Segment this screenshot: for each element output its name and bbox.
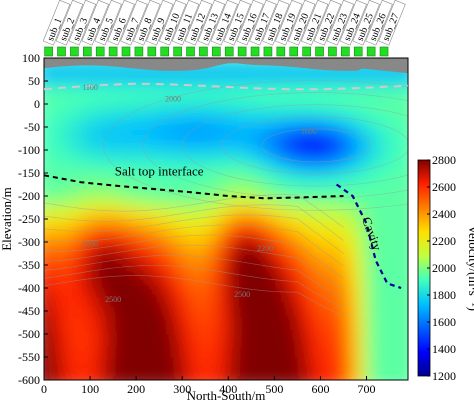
x-tick-label: 100 (81, 382, 99, 396)
salt-top-interface-line (43, 174, 344, 200)
station-marker (224, 46, 234, 57)
x-tick-label: 400 (219, 382, 237, 396)
x-tick-label: 700 (358, 382, 376, 396)
contour-label: 2200 (82, 240, 98, 249)
station-marker (379, 46, 389, 57)
x-axis-ticks: 0 100 200 300 400 500 600 700 (41, 376, 376, 396)
colorbar-tick-label: 1400 (432, 342, 456, 356)
ground-surface (44, 58, 408, 74)
y-tick-label: -600 (18, 373, 40, 387)
colorbar-tick-label: 2600 (432, 180, 456, 194)
annotation-label: Salt top interface (115, 163, 204, 178)
contour-label: 2000 (165, 95, 181, 104)
station-marker (302, 46, 311, 57)
station-marker (250, 46, 260, 57)
x-tick-label: 0 (41, 382, 47, 396)
x-tick-label: 500 (265, 382, 283, 396)
contour-label: 2500 (105, 295, 121, 304)
y-tick-label: 100 (22, 51, 40, 65)
station-marker (263, 46, 273, 57)
y-tick-label: -50 (24, 120, 40, 134)
y-tick-label: 50 (28, 74, 40, 88)
colorbar-tick-label: 2800 (432, 153, 456, 167)
y-tick-label: -300 (18, 235, 40, 249)
colorbar-tick-label: 2000 (432, 261, 456, 275)
y-tick-label: -550 (18, 350, 40, 364)
contour-label: 1600 (301, 127, 317, 136)
velocity-heatmap (44, 58, 408, 380)
contour-label: 2200 (257, 244, 273, 253)
contour-label: 2500 (234, 290, 250, 299)
colorbar-tick-label: 2400 (432, 207, 456, 221)
y-tick-label: -450 (18, 304, 40, 318)
y-tick-label: -150 (18, 166, 40, 180)
station-marker (95, 46, 105, 57)
station-marker (44, 46, 53, 57)
station-marker (134, 46, 144, 57)
station-marker (237, 46, 247, 57)
colorbar-tick-label: 2200 (432, 234, 456, 248)
colorbar-label: Velocity/(m·s⁻¹) (466, 225, 474, 311)
station-marker (83, 46, 92, 57)
station-marker (173, 46, 182, 57)
y-tick-label: -250 (18, 212, 40, 226)
station-marker (328, 46, 337, 57)
station-marker (199, 46, 208, 57)
station-marker (366, 46, 376, 57)
y-tick-label: -500 (18, 327, 40, 341)
station-marker (147, 46, 157, 57)
station-marker (57, 46, 66, 57)
x-tick-label: 200 (127, 382, 145, 396)
x-tick-label: 300 (173, 382, 191, 396)
station-marker (70, 46, 79, 57)
station-marker (353, 46, 363, 57)
contour-labels: 1100 2000 1600 2200 2200 2500 2500 (82, 83, 317, 304)
y-axis-label: Elevation/m (0, 187, 14, 251)
station-marker (121, 46, 131, 57)
colorbar-tick-label: 1600 (432, 315, 456, 329)
station-marker (186, 46, 195, 57)
station-marker (108, 46, 118, 57)
y-tick-label: 0 (34, 97, 40, 111)
station-marker (341, 46, 350, 57)
y-tick-label: -400 (18, 281, 40, 295)
y-axis-ticks: 100 50 0 -50 -100 -150 -200 -250 -300 -350 -400 -45… (18, 51, 48, 387)
colorbar-tick-label: 1800 (432, 288, 456, 302)
y-tick-label: -100 (18, 143, 40, 157)
station-marker (289, 46, 299, 57)
station-marker (160, 46, 170, 57)
station-labels: sub_1sub_2sub_3sub_4sub_5sub_6sub_7sub_8… (42, 0, 406, 57)
colorbar-ticks: 2800 2600 2400 2200 2000 1800 1600 1400 1200 (427, 153, 456, 383)
shallow-interface-line (43, 82, 409, 91)
station-marker (276, 46, 286, 57)
x-tick-label: 600 (311, 382, 329, 396)
contour-label: 1100 (82, 83, 98, 92)
x-axis-label: North-South/m (187, 388, 266, 403)
station-marker (315, 46, 324, 57)
colorbar-tick-label: 1200 (432, 369, 456, 383)
y-tick-label: -350 (18, 258, 40, 272)
station-marker (212, 46, 221, 57)
y-tick-label: -200 (18, 189, 40, 203)
